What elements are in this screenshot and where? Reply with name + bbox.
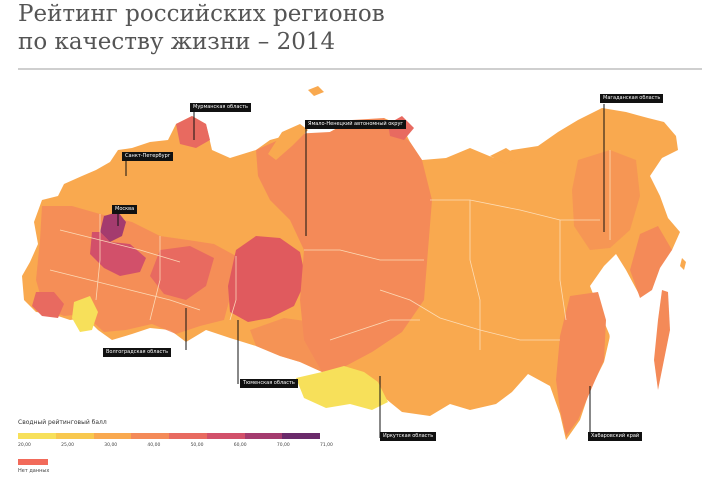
new-siberian-islands <box>490 148 518 164</box>
callout-irkutsk: Иркутская область <box>380 432 437 441</box>
legend-color-step-1 <box>55 433 94 439</box>
callout-moscow: Москва <box>112 205 138 214</box>
region-borders <box>49 150 611 350</box>
yakutia-east-zone <box>572 150 640 250</box>
legend-tick-label: 20,00 <box>18 443 31 448</box>
callout-spb: Санкт-Петербург <box>122 152 174 161</box>
callout-yamal-label: Ямало-Ненецкий автономный округ <box>308 121 404 127</box>
callout-murmansk: Мурманская область <box>190 103 251 112</box>
callout-volgograd-label: Волгоградская область <box>106 349 169 355</box>
murmansk-region <box>176 116 210 148</box>
callout-magadan: Магаданская область <box>600 94 664 103</box>
altai-tyva-zone <box>296 366 388 410</box>
callout-magadan-label: Магаданская область <box>603 95 661 101</box>
legend-tick-label: 60,00 <box>233 443 247 448</box>
callout-yamal: Ямало-Ненецкий автономный округ <box>305 120 407 129</box>
title-line-2: по качеству жизни – 2014 <box>18 29 336 55</box>
legend-tick-label: 50,00 <box>190 443 204 448</box>
sakhalin <box>654 290 670 390</box>
legend-tick-labels: 20,00 25,00 30,00 40,00 50,00 60,00 70,00 71,00 <box>18 443 334 453</box>
franz-josef-land <box>308 86 324 96</box>
callout-irkutsk-label: Иркутская область <box>383 433 434 439</box>
tyumen-khmao-zone <box>228 236 306 322</box>
title-line-1: Рейтинг российских регионов <box>18 1 385 27</box>
callout-murmansk-label: Мурманская область <box>193 104 248 110</box>
callout-khabarovsk-label: Хабаровский край <box>591 433 640 439</box>
legend-title: Сводный рейтинговый балл <box>18 419 107 426</box>
legend-tick-label: 40,00 <box>147 443 161 448</box>
moscow-cluster <box>100 212 126 242</box>
central-high-cluster <box>90 232 146 276</box>
khabarovsk-zone <box>556 292 606 436</box>
legend-color-step-7 <box>282 433 320 439</box>
legend-color-step-5 <box>206 433 245 439</box>
callout-spb-label: Санкт-Петербург <box>125 153 171 159</box>
legend-tick-label: 25,00 <box>61 443 75 448</box>
kuril-islands <box>680 258 686 270</box>
legend-tick-label: 70,00 <box>276 443 290 448</box>
map-title: Рейтинг российских регионов по качеству … <box>18 0 385 56</box>
novaya-zemlya <box>268 124 308 160</box>
legend-color-step-4 <box>169 433 207 439</box>
legend-no-data-swatch <box>18 459 48 465</box>
volga-high-cluster <box>150 246 214 300</box>
title-divider <box>18 68 702 70</box>
sea-of-okhotsk <box>606 270 640 350</box>
legend-color-step-3 <box>131 433 169 439</box>
kamchatka-zone <box>630 226 672 298</box>
callout-tyumen-label: Тюменская область <box>243 380 295 386</box>
legend-no-data-label: Нет данных <box>18 468 50 474</box>
legend-color-scale <box>18 433 320 439</box>
legend-color-step-6 <box>244 433 283 439</box>
legend-color-step-2 <box>93 433 132 439</box>
krasnodar-zone <box>72 296 98 332</box>
callout-moscow-label: Москва <box>115 206 135 212</box>
yamal-krasnoyarsk-zone <box>256 118 432 372</box>
legend-color-step-0 <box>18 433 56 439</box>
callout-volgograd: Волгоградская область <box>103 348 172 357</box>
caucasus-zone <box>32 292 64 318</box>
legend-tick-label: 30,00 <box>104 443 118 448</box>
south-siberia-zone <box>250 318 330 372</box>
callout-tyumen: Тюменская область <box>240 379 298 388</box>
callout-leaders <box>117 104 605 438</box>
callout-khabarovsk: Хабаровский край <box>588 432 643 441</box>
legend-tick-label: 71,00 <box>320 443 333 448</box>
